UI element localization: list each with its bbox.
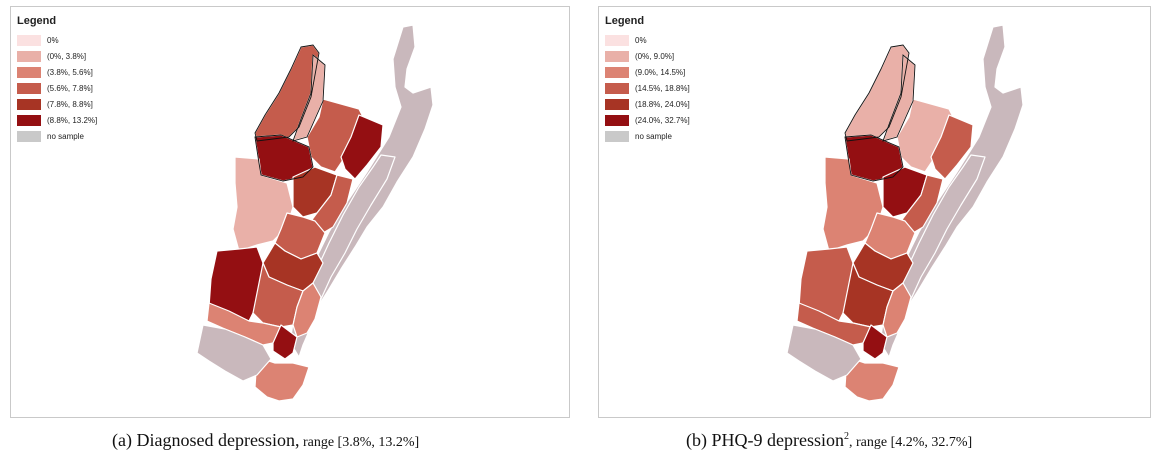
legend-label: no sample bbox=[635, 131, 672, 141]
legend-swatch bbox=[605, 114, 629, 126]
legend-label: (7.8%, 8.8%] bbox=[47, 99, 93, 109]
district-outline-center-dark bbox=[844, 134, 904, 182]
legend-label: (18.8%, 24.0%] bbox=[635, 99, 690, 109]
legend-swatch bbox=[17, 66, 41, 78]
legend-swatch bbox=[605, 50, 629, 62]
legend-swatch bbox=[17, 34, 41, 46]
caption-text: (a) Diagnosed depression, bbox=[112, 430, 300, 450]
legend-item: 0% bbox=[17, 32, 97, 48]
choropleth-map-a bbox=[196, 24, 434, 402]
legend-label: no sample bbox=[47, 131, 84, 141]
legend-swatch bbox=[17, 98, 41, 110]
district-outline-center-dark bbox=[254, 134, 314, 182]
district-ne-block bbox=[306, 98, 364, 173]
caption-a: (a) Diagnosed depression, range [3.8%, 1… bbox=[112, 430, 419, 451]
legend-title: Legend bbox=[605, 15, 645, 27]
legend-swatch bbox=[605, 130, 629, 142]
legend-title: Legend bbox=[17, 15, 57, 27]
legend-swatch bbox=[605, 98, 629, 110]
legend-label: 0% bbox=[47, 35, 59, 45]
legend-swatch bbox=[17, 82, 41, 94]
map-panel-b: Legend 0% (0%, 9.0%] (9.0%, 14.5%] (14.5%, … bbox=[598, 6, 1151, 418]
legend-label: (0%, 9.0%] bbox=[635, 51, 675, 61]
legend-item: (5.6%, 7.8%] bbox=[17, 80, 97, 96]
district-outline-north-strip bbox=[844, 44, 910, 142]
legend-item: no sample bbox=[605, 128, 690, 144]
legend-rows: 0% (0%, 9.0%] (9.0%, 14.5%] (14.5%, 18.8%] (… bbox=[605, 32, 690, 144]
legend-item: (0%, 9.0%] bbox=[605, 48, 690, 64]
legend-label: (9.0%, 14.5%] bbox=[635, 67, 686, 77]
legend-label: (24.0%, 32.7%] bbox=[635, 115, 690, 125]
district-outline-north-right bbox=[882, 54, 916, 142]
legend-item: 0% bbox=[605, 32, 690, 48]
legend-label: (5.6%, 7.8%] bbox=[47, 83, 93, 93]
legend-item: (9.0%, 14.5%] bbox=[605, 64, 690, 80]
district-outline-north-right bbox=[292, 54, 326, 142]
legend-item: (8.8%, 13.2%] bbox=[17, 112, 97, 128]
choropleth-map-b bbox=[786, 24, 1024, 402]
district-tip-dark bbox=[272, 324, 298, 360]
district-ne-dark bbox=[930, 114, 974, 180]
legend-item: (14.5%, 18.8%] bbox=[605, 80, 690, 96]
legend-label: (3.8%, 5.6%] bbox=[47, 67, 93, 77]
district-east-strip bbox=[882, 154, 986, 358]
legend-swatch bbox=[605, 66, 629, 78]
caption-range: , range [4.2%, 32.7%] bbox=[848, 435, 973, 450]
legend-item: no sample bbox=[17, 128, 97, 144]
district-east-strip bbox=[292, 154, 396, 358]
legend-item: (0%, 3.8%] bbox=[17, 48, 97, 64]
district-ne-block bbox=[896, 98, 954, 173]
legend-a: Legend 0% (0%, 3.8%] (3.8%, 5.6%] (5.6%, 7.… bbox=[17, 15, 97, 144]
legend-label: (14.5%, 18.8%] bbox=[635, 83, 690, 93]
district-bottom-block bbox=[254, 356, 310, 402]
legend-label: (8.8%, 13.2%] bbox=[47, 115, 98, 125]
caption-superscript: 2 bbox=[843, 431, 849, 442]
caption-text: (b) PHQ-9 depression bbox=[686, 430, 844, 450]
legend-b: Legend 0% (0%, 9.0%] (9.0%, 14.5%] (14.5%, … bbox=[605, 15, 690, 144]
district-bottom-block bbox=[844, 356, 900, 402]
district-sw-corner bbox=[196, 324, 272, 382]
legend-item: (24.0%, 32.7%] bbox=[605, 112, 690, 128]
caption-range: range [3.8%, 13.2%] bbox=[299, 435, 420, 450]
district-south-right bbox=[882, 282, 912, 338]
legend-swatch bbox=[17, 50, 41, 62]
district-outline-north-strip bbox=[254, 44, 320, 142]
district-sw-corner bbox=[786, 324, 862, 382]
legend-item: (3.8%, 5.6%] bbox=[17, 64, 97, 80]
legend-item: (18.8%, 24.0%] bbox=[605, 96, 690, 112]
legend-item: (7.8%, 8.8%] bbox=[17, 96, 97, 112]
district-south-right bbox=[292, 282, 322, 338]
legend-swatch bbox=[605, 82, 629, 94]
legend-rows: 0% (0%, 3.8%] (3.8%, 5.6%] (5.6%, 7.8%] (7.8… bbox=[17, 32, 97, 144]
district-tip-dark bbox=[862, 324, 888, 360]
legend-label: (0%, 3.8%] bbox=[47, 51, 87, 61]
map-panel-a: Legend 0% (0%, 3.8%] (3.8%, 5.6%] (5.6%, 7.… bbox=[10, 6, 570, 418]
legend-swatch bbox=[605, 34, 629, 46]
caption-b: (b) PHQ-9 depression2, range [4.2%, 32.7… bbox=[686, 430, 972, 451]
district-ne-dark bbox=[340, 114, 384, 180]
legend-swatch bbox=[17, 130, 41, 142]
legend-swatch bbox=[17, 114, 41, 126]
legend-label: 0% bbox=[635, 35, 647, 45]
